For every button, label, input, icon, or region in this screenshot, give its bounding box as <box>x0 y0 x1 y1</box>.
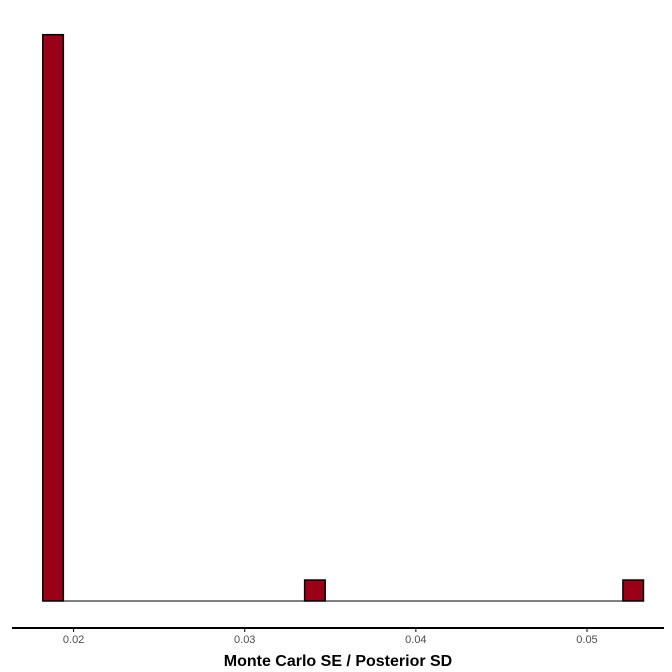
x-axis-title: Monte Carlo SE / Posterior SD <box>224 653 452 670</box>
x-axis-ticks: 0.02 0.03 0.04 0.05 <box>63 628 598 646</box>
histogram-bar-3 <box>622 579 645 602</box>
x-tick-label: 0.02 <box>63 634 84 646</box>
histogram-bar-2 <box>303 579 326 602</box>
x-tick-label: 0.03 <box>234 634 255 646</box>
histogram-bar-1 <box>42 33 65 602</box>
x-tick-label: 0.04 <box>405 634 426 646</box>
x-tick-label: 0.05 <box>576 634 597 646</box>
histogram-bars <box>42 33 645 602</box>
